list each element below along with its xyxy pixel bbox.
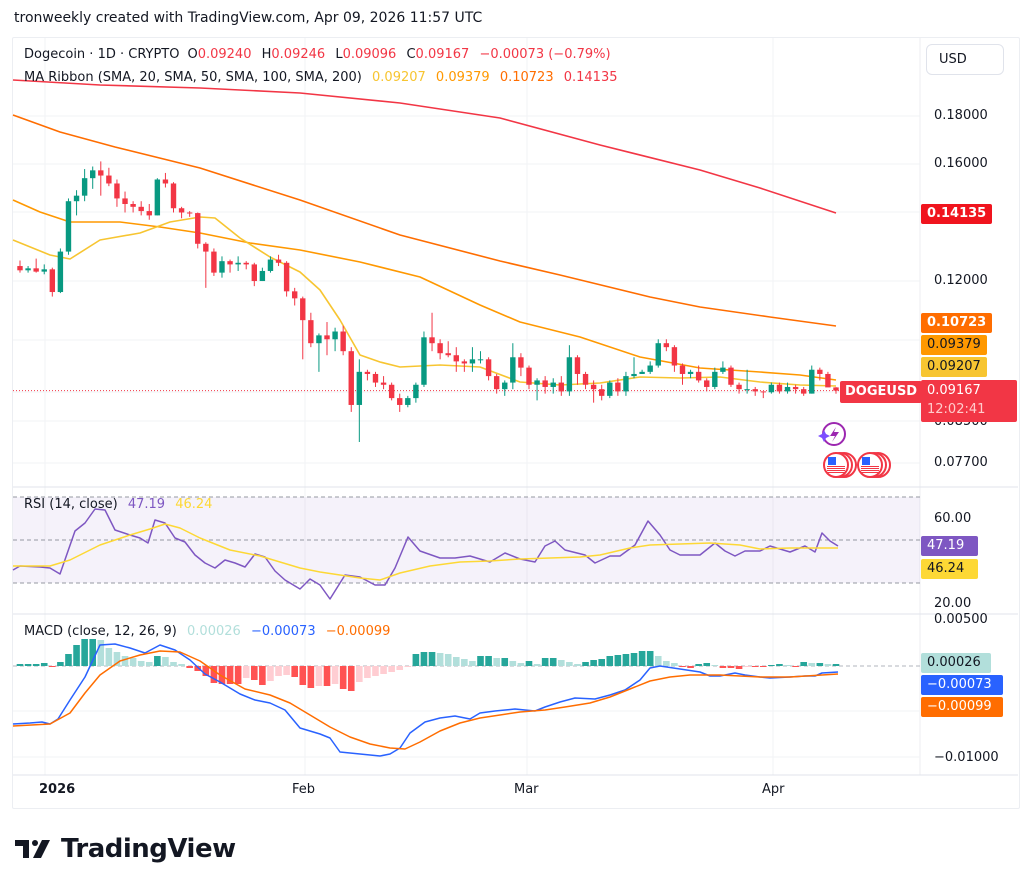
rsi-tick: 20.00 — [934, 596, 972, 611]
last-price-tag: 0.09167 12:02:41 — [921, 380, 1017, 422]
us-economic-event-icon[interactable] — [857, 452, 891, 478]
open-value: 0.09240 — [197, 47, 252, 62]
sma20-value: 0.09207 — [372, 70, 426, 85]
time-tick-2026: 2026 — [39, 782, 76, 797]
price-tick: 0.12000 — [934, 273, 988, 288]
rsi-label: RSI (14, close) — [24, 497, 118, 512]
macd-tick: 0.00500 — [934, 612, 988, 627]
bar-countdown: 12:02:41 — [927, 402, 986, 417]
macd-signal-value: −0.00099 — [325, 624, 391, 639]
rsi-tick: 60.00 — [934, 511, 972, 526]
symbol-legend: Dogecoin · 1D · CRYPTO O0.09240 H0.09246 … — [24, 47, 617, 62]
tradingview-logo[interactable]: TradingView — [15, 834, 236, 864]
macd-line-tag: −0.00073 — [921, 675, 1003, 695]
change-value: −0.00073 (−0.79%) — [479, 47, 611, 62]
ma-ribbon-label: MA Ribbon (SMA, 20, SMA, 50, SMA, 100, S… — [24, 70, 362, 85]
rsi-value: 47.19 — [127, 497, 166, 512]
macd-tick: −0.01000 — [934, 750, 999, 765]
macd-legend: MACD (close, 12, 26, 9) 0.00026 −0.00073… — [24, 624, 396, 639]
sma200-value: 0.14135 — [563, 70, 618, 85]
tradingview-logo-text: TradingView — [61, 834, 236, 864]
sma50-value: 0.09379 — [435, 70, 490, 85]
price-tick: 0.07700 — [934, 455, 988, 470]
candlesticks — [17, 161, 839, 442]
macd-hist-tag: 0.00026 — [921, 653, 991, 673]
open-label: O — [187, 47, 198, 62]
time-tick-feb: Feb — [292, 782, 316, 797]
macd-label: MACD (close, 12, 26, 9) — [24, 624, 177, 639]
price-tick: 0.18000 — [934, 108, 988, 123]
high-label: H — [261, 47, 272, 62]
tradingview-logo-icon — [15, 840, 50, 858]
chart-frame — [12, 37, 1020, 809]
sma20-price-tag: 0.09207 — [921, 357, 987, 377]
rsi-value-tag: 47.19 — [921, 536, 978, 556]
rsi-ma-value: 46.24 — [175, 497, 213, 512]
macd-pane — [12, 639, 920, 758]
price-tick: 0.16000 — [934, 156, 988, 171]
ma-ribbon-lines — [12, 79, 837, 387]
last-price-value: 0.09167 — [927, 383, 981, 398]
close-label: C — [406, 47, 416, 62]
ma-ribbon-legend: MA Ribbon (SMA, 20, SMA, 50, SMA, 100, S… — [24, 70, 624, 85]
high-value: 0.09246 — [271, 47, 326, 62]
chart-caption: tronweekly created with TradingView.com,… — [14, 10, 483, 26]
close-value: 0.09167 — [415, 47, 470, 62]
symbol-tag: DOGEUSD — [840, 381, 923, 403]
rsi-legend: RSI (14, close) 47.19 46.24 — [24, 497, 218, 512]
rsi-pane — [12, 496, 920, 600]
grid-lines — [13, 38, 1018, 776]
macd-hist-value: 0.00026 — [187, 624, 241, 639]
macd-signal-tag: −0.00099 — [921, 697, 1003, 717]
sma100-price-tag: 0.10723 — [921, 313, 993, 333]
low-value: 0.09096 — [342, 47, 397, 62]
time-tick-apr: Apr — [762, 782, 785, 797]
rsi-ma-tag: 46.24 — [921, 559, 978, 579]
sma50-price-tag: 0.09379 — [921, 335, 987, 355]
us-economic-event-icon[interactable] — [823, 452, 857, 478]
low-label: L — [335, 47, 343, 62]
event-icons[interactable] — [818, 422, 891, 478]
symbol-title: Dogecoin · 1D · CRYPTO — [24, 47, 180, 62]
currency-button[interactable]: USD — [926, 44, 1004, 75]
time-tick-mar: Mar — [514, 782, 539, 797]
ai-insight-icon[interactable] — [818, 422, 846, 446]
macd-line-value: −0.00073 — [250, 624, 316, 639]
sma100-value: 0.10723 — [499, 70, 554, 85]
sma200-price-tag: 0.14135 — [921, 204, 993, 224]
